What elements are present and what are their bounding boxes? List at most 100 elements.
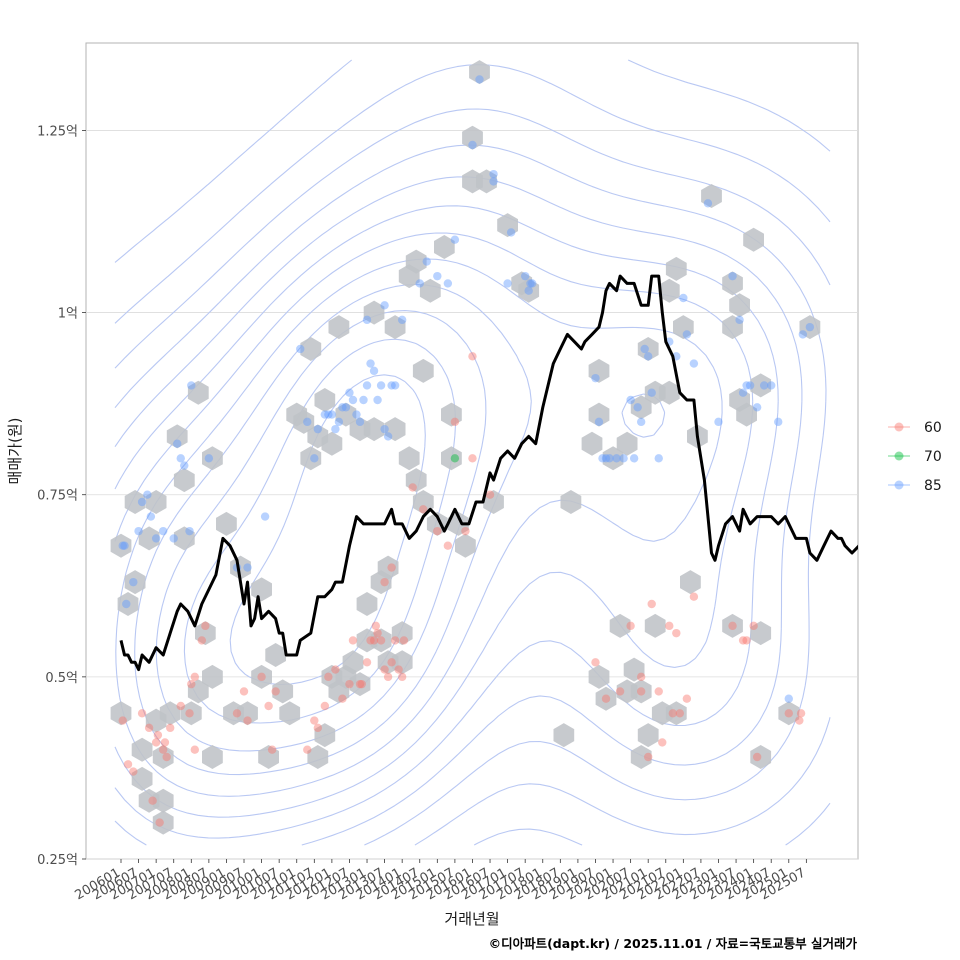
hexbin-cell: [384, 315, 406, 340]
trend-layer: [119, 274, 858, 672]
scatter-point-85: [296, 344, 305, 354]
scatter-point-85: [735, 315, 744, 325]
hexbin-cell: [412, 358, 434, 383]
scatter-point-85: [526, 279, 535, 288]
hexbin-cell: [131, 766, 153, 791]
scatter-point-60: [187, 679, 196, 689]
hexbin-cell: [637, 337, 659, 361]
y-axis-title: 매매가(원): [6, 418, 24, 485]
scatter-point-60: [197, 636, 207, 645]
scatter-point-60: [461, 526, 470, 536]
density-contour-line: [114, 64, 831, 846]
hexbin-cell: [216, 511, 237, 536]
hexbin-cell: [799, 315, 821, 340]
scatter-point-85: [805, 322, 815, 332]
scatter-point-60: [310, 716, 319, 725]
scatter-point-85: [682, 330, 692, 339]
scatter-point-60: [151, 738, 161, 747]
legend-label: 70: [924, 449, 942, 465]
scatter-point-85: [362, 381, 372, 390]
density-contour-line: [114, 59, 831, 263]
scatter-point-85: [334, 417, 344, 427]
scatter-point-60: [784, 709, 793, 718]
hexbin-cell: [314, 388, 336, 412]
scatter-point-60: [672, 628, 681, 638]
scatter-point-85: [528, 279, 537, 288]
scatter-point-85: [759, 381, 769, 390]
hexbin-cell: [342, 650, 364, 675]
hexbin-cell: [180, 701, 202, 726]
hexbin-cell: [469, 60, 490, 85]
hexbin-cell: [138, 526, 160, 551]
hexbin-cell: [455, 533, 476, 558]
scatter-point-60: [380, 665, 389, 674]
hexbin-cell: [166, 424, 188, 449]
hexbin-cell: [272, 679, 294, 704]
hexbin-cell: [637, 723, 659, 748]
hexbin-cell: [159, 701, 181, 726]
hexbin-cell: [680, 570, 701, 595]
hexbin-cell: [722, 315, 743, 340]
scatter-point-85: [643, 352, 653, 361]
scatter-point-60: [118, 716, 127, 725]
scatter-point-85: [327, 410, 337, 419]
hexbin-cell: [553, 723, 575, 748]
scatter-point-60: [636, 672, 646, 682]
scatter-point-60: [331, 665, 340, 674]
scatter-point-60: [383, 672, 393, 682]
hexbin-cell: [349, 672, 371, 697]
hexbin-cell: [300, 337, 322, 361]
hexbin-cell: [195, 621, 216, 646]
scatter-point-60: [615, 687, 625, 696]
scatter-point-60: [682, 694, 692, 703]
scatter-point-60: [243, 716, 252, 725]
hexbin-cell: [187, 380, 209, 405]
scatter-point-85: [320, 410, 330, 419]
scatter-point-85: [187, 381, 196, 390]
scatter-point-60: [129, 767, 138, 776]
scatter-point-60: [399, 636, 409, 645]
scatter-point-60: [155, 818, 164, 827]
scatter-point-85: [129, 577, 138, 587]
scatter-point-85: [605, 454, 614, 463]
hexbin-cell: [658, 278, 680, 303]
hexbin-cell: [518, 278, 540, 303]
scatter-point-85: [176, 454, 185, 463]
scatter-point-85: [355, 417, 365, 427]
scatter-point-60: [162, 752, 171, 762]
scatter-point-60: [591, 658, 600, 667]
scatter-point-60: [601, 694, 611, 703]
scatter-point-60: [357, 679, 366, 689]
hexbin-cell: [616, 431, 638, 456]
hexbin-cell: [398, 446, 420, 471]
scatter-point-60: [468, 352, 477, 361]
scatter-point-60: [419, 505, 428, 514]
scatter-point-60: [390, 636, 400, 645]
hexbin-cell: [300, 446, 322, 471]
scatter-point-85: [383, 432, 393, 441]
scatter-point-60: [654, 687, 663, 696]
scatter-point-60: [123, 760, 133, 769]
density-contour-line: [114, 108, 831, 846]
scatter-point-85: [338, 403, 347, 412]
hexbin-cell: [722, 271, 743, 296]
hexbin-cell: [293, 409, 315, 434]
scatter-point-70: [450, 454, 460, 463]
scatter-point-60: [355, 679, 365, 689]
scatter-point-60: [153, 730, 163, 740]
scatter-point-85: [345, 388, 354, 397]
scatter-point-85: [703, 199, 713, 208]
legend-label: 60: [924, 420, 942, 436]
hexbin-cell: [778, 701, 800, 726]
scatter-point-60: [443, 541, 453, 550]
hexbin-cell: [595, 686, 617, 711]
scatter-point-60: [643, 752, 653, 762]
scatter-point-60: [257, 672, 266, 682]
y-tick-label: 0.5억: [45, 671, 78, 686]
scatter-point-60: [468, 454, 477, 463]
hexbin-cell: [237, 701, 258, 726]
scatter-point-85: [626, 395, 635, 405]
legend-key-point: [894, 480, 904, 490]
hexbin-cell: [356, 592, 378, 616]
scatter-point-85: [633, 403, 642, 412]
